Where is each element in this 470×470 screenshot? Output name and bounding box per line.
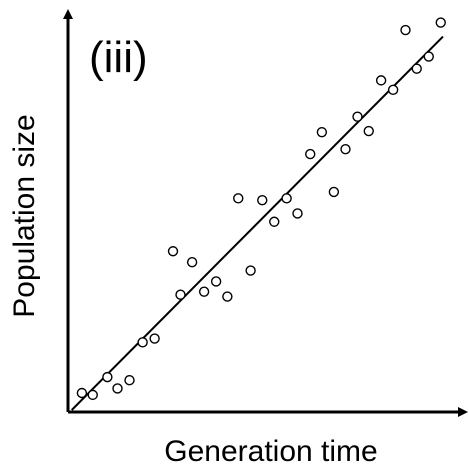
data-point xyxy=(281,193,292,204)
data-point xyxy=(245,265,256,276)
data-point xyxy=(167,246,179,257)
data-point xyxy=(375,75,387,86)
data-point xyxy=(423,51,434,62)
x-axis-label: Generation time xyxy=(164,435,377,468)
data-point xyxy=(233,193,244,204)
data-point xyxy=(340,143,351,155)
data-point xyxy=(112,383,123,394)
data-point xyxy=(87,389,98,401)
data-point xyxy=(124,374,135,386)
data-point xyxy=(328,186,340,198)
data-point xyxy=(137,337,148,348)
data-point xyxy=(305,148,316,160)
data-point xyxy=(210,276,222,287)
axes xyxy=(63,9,468,417)
data-point xyxy=(292,208,303,219)
data-point xyxy=(175,289,186,300)
data-point xyxy=(222,291,233,302)
plot-area xyxy=(71,17,446,411)
data-point xyxy=(352,111,363,122)
data-point xyxy=(363,125,374,137)
data-point xyxy=(198,286,210,297)
data-point xyxy=(102,371,113,383)
data-point xyxy=(400,24,411,36)
data-point xyxy=(411,63,422,74)
data-point xyxy=(186,257,198,268)
data-point xyxy=(76,387,88,399)
y-axis-label: Population size xyxy=(8,114,41,317)
data-point xyxy=(149,333,160,344)
data-point xyxy=(435,17,446,28)
fit-line xyxy=(71,35,444,411)
data-point xyxy=(269,216,280,227)
data-point xyxy=(257,195,268,206)
data-point xyxy=(316,126,328,138)
data-point xyxy=(387,84,399,96)
panel-label: (iii) xyxy=(89,33,148,82)
